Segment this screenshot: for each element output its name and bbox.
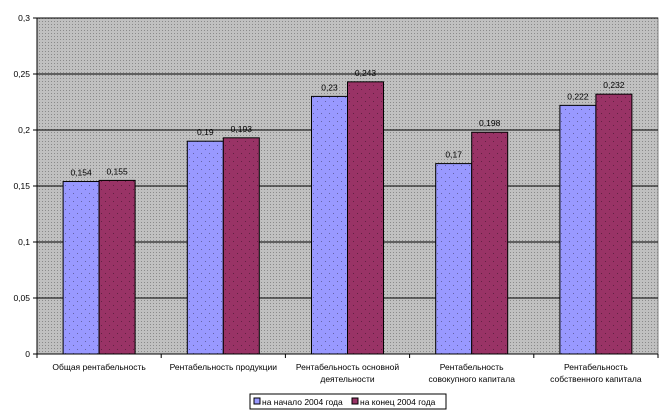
bar-pattern — [471, 132, 508, 354]
legend-swatch — [253, 397, 261, 405]
data-label: 0,19 — [197, 127, 214, 137]
bar-pattern — [187, 141, 224, 354]
legend-label: на конец 2004 года — [360, 397, 436, 407]
data-label: 0,17 — [445, 150, 462, 160]
x-tick-label: Рентабельность совокупного капитала — [428, 362, 515, 384]
data-label: 0,222 — [567, 91, 589, 101]
y-tick-label: 0,2 — [18, 125, 30, 135]
data-label: 0,232 — [603, 80, 625, 90]
y-tick-label: 0,1 — [18, 237, 30, 247]
y-tick-label: 0 — [25, 349, 30, 359]
data-label: 0,154 — [70, 168, 92, 178]
x-tick-label: Рентабельность собственного капитала — [550, 362, 642, 384]
y-tick-label: 0,25 — [13, 69, 30, 79]
y-tick-label: 0,15 — [13, 181, 30, 191]
bar-pattern — [559, 105, 596, 354]
data-label: 0,23 — [321, 82, 338, 92]
x-tick-label: Рентабельность продукции — [170, 362, 278, 372]
data-label: 0,155 — [106, 166, 128, 176]
legend: на начало 2004 года на конец 2004 года — [249, 393, 447, 410]
data-label: 0,243 — [355, 68, 377, 78]
data-label: 0,193 — [231, 124, 253, 134]
y-tick-label: 0,05 — [13, 293, 30, 303]
y-tick-label: 0,3 — [18, 13, 30, 23]
x-tick-label: Общая рентабельность — [52, 362, 146, 372]
x-tick-label: Рентабельность основной деятельности — [296, 362, 400, 384]
legend-box — [249, 393, 447, 410]
data-label: 0,198 — [479, 118, 501, 128]
bar-pattern — [311, 96, 348, 355]
bar-pattern — [595, 94, 632, 354]
bar-pattern — [435, 163, 472, 354]
legend-swatch — [351, 397, 359, 405]
bar-pattern — [223, 137, 260, 354]
bar-pattern — [99, 180, 136, 354]
bar-pattern — [63, 181, 100, 354]
bar-pattern — [347, 81, 384, 354]
legend-label: на начало 2004 года — [262, 397, 343, 407]
